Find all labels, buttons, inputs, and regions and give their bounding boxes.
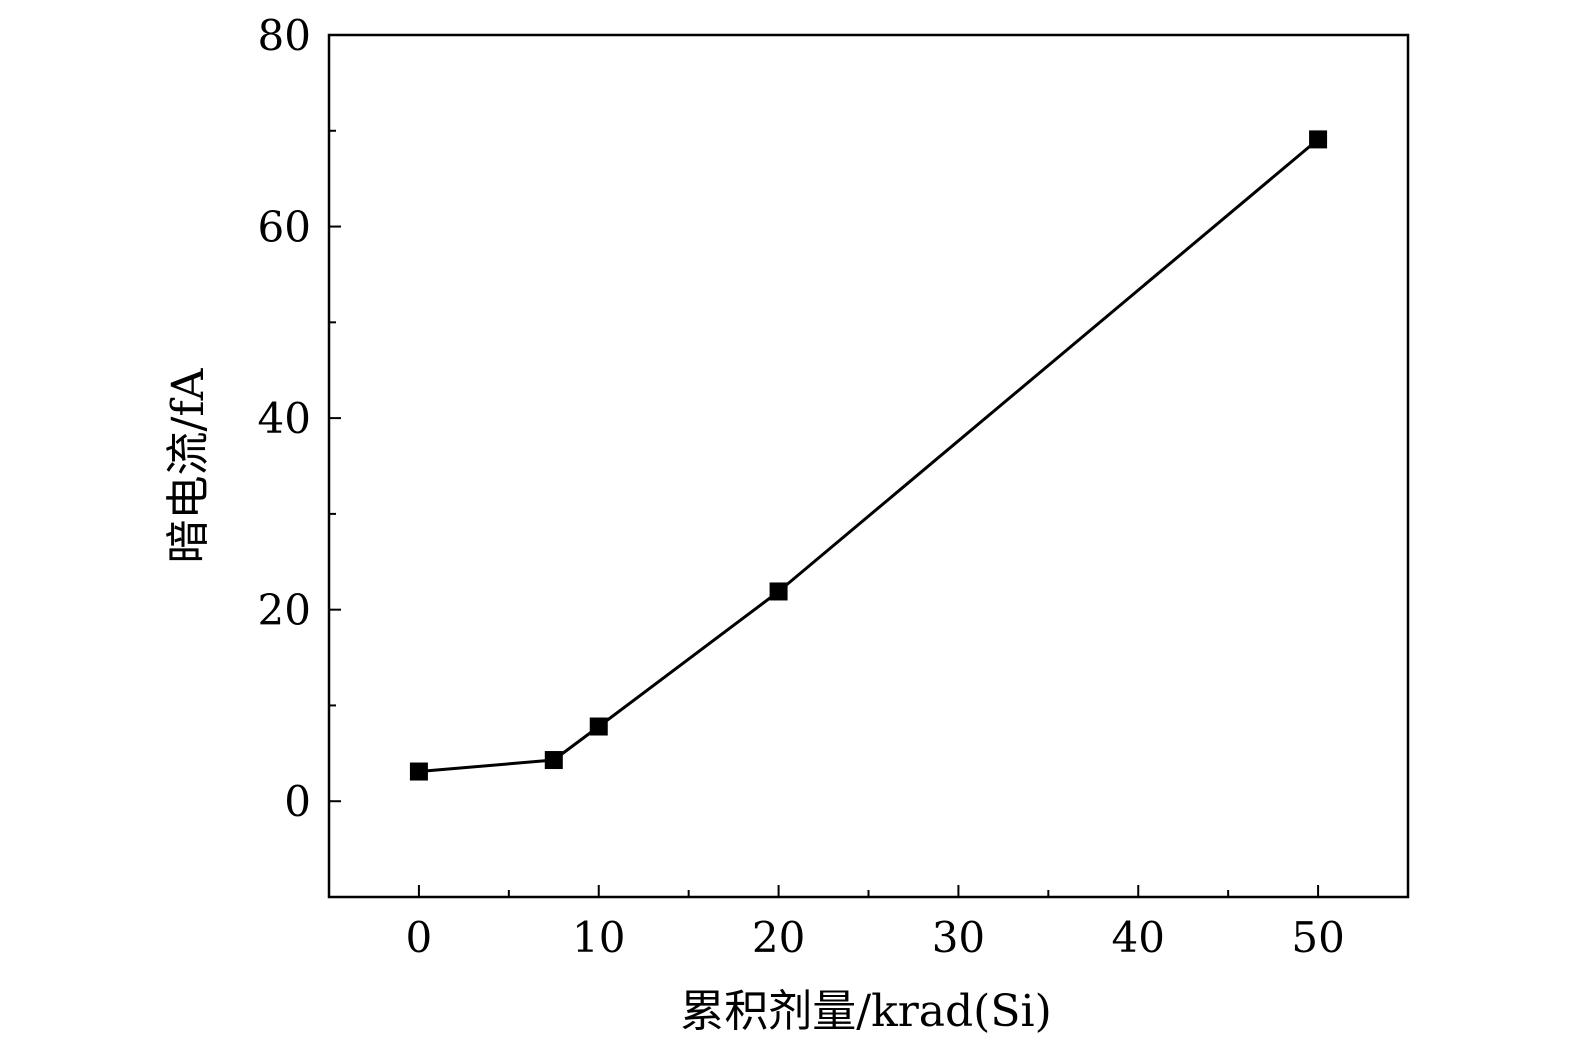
x-tick-label: 10 <box>572 913 625 962</box>
data-point-marker <box>409 762 428 781</box>
y-tick-label: 0 <box>284 777 311 826</box>
x-tick-label: 20 <box>752 913 805 962</box>
data-series <box>409 130 1328 781</box>
data-point-marker <box>1309 130 1328 149</box>
x-tick-label: 50 <box>1291 913 1344 962</box>
x-tick-label: 40 <box>1112 913 1165 962</box>
series-line <box>418 138 1320 773</box>
y-tick-label: 20 <box>258 586 311 635</box>
x-tick-label: 30 <box>932 913 985 962</box>
x-axis-title: 累积剂量/krad(Si) <box>680 986 1051 1037</box>
axis-ticks <box>328 34 1409 898</box>
y-tick-label: 80 <box>258 11 311 60</box>
data-point-marker <box>589 717 608 736</box>
y-tick-label: 40 <box>258 394 311 443</box>
y-tick-label: 60 <box>258 203 311 252</box>
data-point-marker <box>544 751 563 770</box>
x-tick-label: 0 <box>406 913 433 962</box>
y-axis-title: 暗电流/fA <box>163 367 214 563</box>
data-point-marker <box>769 582 788 601</box>
axis-tick-labels: 0 10 20 30 40 50 0 20 40 60 80 <box>258 11 1345 962</box>
plot-frame <box>327 33 1410 899</box>
